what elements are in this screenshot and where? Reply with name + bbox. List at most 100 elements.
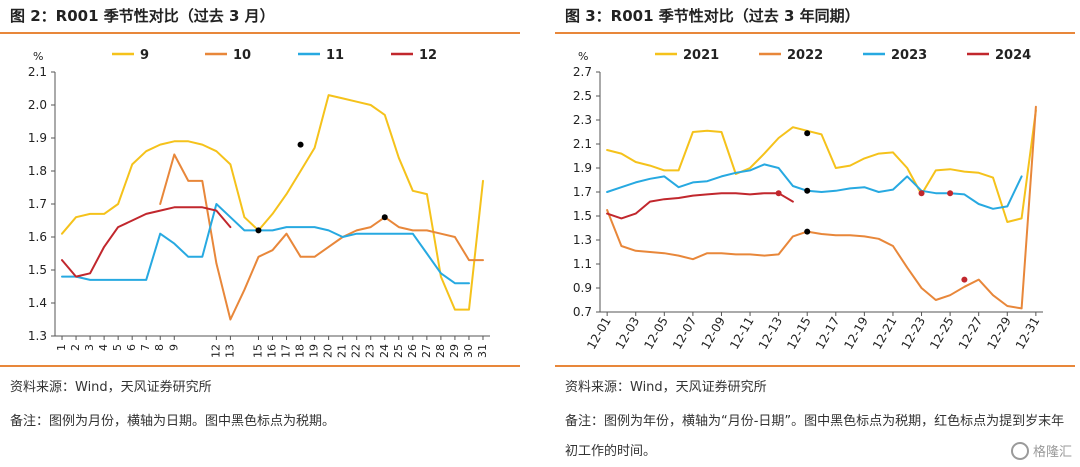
figure-2-title: 图 2：R001 季节性对比（过去 3 月） bbox=[10, 7, 275, 25]
marker-point bbox=[961, 276, 968, 283]
legend-label-10: 10 bbox=[233, 48, 251, 63]
x-tick-label: 12-31 bbox=[1013, 315, 1043, 352]
y-tick-label: 1.3 bbox=[28, 329, 47, 343]
legend-label-2022: 2022 bbox=[787, 48, 823, 63]
marker-point bbox=[918, 190, 925, 197]
y-tick-label: 1.7 bbox=[573, 185, 592, 199]
x-tick-label: 27 bbox=[420, 344, 433, 358]
marker-point bbox=[804, 228, 811, 235]
title-rule bbox=[0, 32, 520, 34]
legend-label-2021: 2021 bbox=[683, 48, 719, 63]
x-tick-label: 3 bbox=[83, 344, 96, 351]
series-line-12 bbox=[61, 206, 232, 278]
x-tick-label: 23 bbox=[364, 344, 377, 358]
x-tick-label: 31 bbox=[476, 344, 489, 358]
y-tick-label: 1.9 bbox=[28, 131, 47, 145]
y-tick-label: 2.1 bbox=[28, 65, 47, 79]
x-tick-label: 12-25 bbox=[927, 315, 957, 352]
x-tick-label: 12-09 bbox=[699, 315, 729, 352]
marker-point bbox=[381, 214, 388, 221]
series-line-11 bbox=[61, 203, 470, 285]
source-rule bbox=[555, 365, 1075, 367]
marker-point bbox=[947, 190, 954, 197]
x-tick-label: 12 bbox=[209, 344, 222, 358]
figure-2-source: 资料来源：Wind，天风证券研究所 bbox=[10, 380, 212, 395]
marker-point bbox=[255, 227, 262, 234]
y-tick-label: 2.1 bbox=[573, 137, 592, 151]
y-tick-label: 2.5 bbox=[573, 89, 592, 103]
y-tick-label: 0.9 bbox=[573, 281, 592, 295]
x-tick-label: 13 bbox=[223, 344, 236, 358]
y-tick-label: 1.5 bbox=[573, 209, 592, 223]
y-tick-label: 1.7 bbox=[28, 197, 47, 211]
series-line-2021 bbox=[606, 109, 1037, 223]
x-tick-label: 9 bbox=[167, 344, 180, 351]
y-tick-label: 2.0 bbox=[28, 98, 47, 112]
x-tick-label: 12-01 bbox=[584, 315, 614, 352]
y-tick-label: 1.3 bbox=[573, 233, 592, 247]
y-unit-label: % bbox=[33, 50, 43, 63]
legend-label-9: 9 bbox=[140, 48, 149, 63]
y-tick-label: 0.7 bbox=[573, 305, 592, 319]
y-tick-label: 1.5 bbox=[28, 263, 47, 277]
x-tick-label: 25 bbox=[392, 344, 405, 358]
marker-point bbox=[804, 187, 811, 194]
marker-point bbox=[775, 190, 782, 197]
x-tick-label: 12-17 bbox=[813, 315, 843, 352]
watermark-logo-icon bbox=[1010, 442, 1029, 460]
x-tick-label: 12-27 bbox=[956, 315, 986, 352]
figure-3-note: 备注：图例为年份，横轴为“月份-日期”。图中黑色标点为税期，红色标点为提到岁末年… bbox=[565, 414, 1065, 459]
x-tick-label: 17 bbox=[280, 344, 293, 358]
watermark: 格隆汇 bbox=[1010, 441, 1072, 460]
x-tick-label: 30 bbox=[462, 344, 475, 358]
figure-2-note: 备注：图例为月份，横轴为日期。图中黑色标点为税期。 bbox=[10, 414, 336, 429]
x-tick-label: 7 bbox=[139, 344, 152, 351]
figure-2-panel: 图 2：R001 季节性对比（过去 3 月） % 1.3 1.4 1.5 1.6 1.7 1… bbox=[0, 0, 520, 466]
x-tick-label: 2 bbox=[69, 344, 82, 351]
y-unit-label: % bbox=[578, 50, 588, 63]
series-line-2022 bbox=[606, 105, 1037, 310]
figure-3-source: 资料来源：Wind，天风证券研究所 bbox=[565, 380, 767, 395]
x-tick-label: 12-19 bbox=[841, 315, 871, 352]
legend-label-2023: 2023 bbox=[891, 48, 927, 63]
legend-label-2024: 2024 bbox=[995, 48, 1031, 63]
x-tick-label: 18 bbox=[294, 344, 307, 358]
x-tick-label: 29 bbox=[448, 344, 461, 358]
x-tick-label: 12-21 bbox=[870, 315, 900, 352]
x-tick-label: 12-29 bbox=[984, 315, 1014, 352]
x-tick-label: 20 bbox=[322, 344, 335, 358]
x-tick-label: 26 bbox=[406, 344, 419, 358]
series-line-10 bbox=[159, 153, 484, 321]
y-tick-label: 1.1 bbox=[573, 257, 592, 271]
title-rule bbox=[555, 32, 1075, 34]
x-tick-label: 12-07 bbox=[670, 315, 700, 352]
x-tick-label: 15 bbox=[251, 344, 264, 358]
x-tick-label: 12-13 bbox=[756, 315, 786, 352]
y-tick-label: 1.8 bbox=[28, 164, 47, 178]
x-tick-label: 19 bbox=[308, 344, 321, 358]
figure-3-chart: %0.70.91.11.31.51.71.92.12.32.52.712-01 1… bbox=[573, 48, 1043, 352]
legend-label-12: 12 bbox=[419, 48, 437, 63]
figure-3-panel: 图 3：R001 季节性对比（过去 3 年同期） % 0.7 0.9 1.1 1.3 1.… bbox=[555, 0, 1075, 466]
x-tick-label: 24 bbox=[378, 344, 391, 358]
y-tick-label: 2.7 bbox=[573, 65, 592, 79]
figure-3-title: 图 3：R001 季节性对比（过去 3 年同期） bbox=[565, 7, 860, 25]
x-tick-label: 12-05 bbox=[641, 315, 671, 352]
x-tick-label: 12-11 bbox=[727, 315, 757, 352]
y-tick-label: 1.4 bbox=[28, 296, 47, 310]
x-tick-label: 21 bbox=[336, 344, 349, 358]
series-line-9 bbox=[61, 94, 484, 311]
x-tick-label: 28 bbox=[434, 344, 447, 358]
x-tick-label: 22 bbox=[350, 344, 363, 358]
y-tick-label: 1.9 bbox=[573, 161, 592, 175]
x-tick-label: 12-23 bbox=[899, 315, 929, 352]
y-tick-label: 2.3 bbox=[573, 113, 592, 127]
x-tick-label: 8 bbox=[153, 344, 166, 351]
series-line-2024 bbox=[606, 192, 794, 220]
legend-label-11: 11 bbox=[326, 48, 344, 63]
figure-2-chart: %1.31.41.51.61.71.81.92.02.11 2 3 4 5 6 7 8 9 12 1… bbox=[28, 48, 490, 358]
x-tick-label: 4 bbox=[97, 344, 110, 351]
y-tick-label: 1.6 bbox=[28, 230, 47, 244]
x-tick-label: 6 bbox=[125, 344, 138, 351]
x-tick-label: 12-03 bbox=[613, 315, 643, 352]
